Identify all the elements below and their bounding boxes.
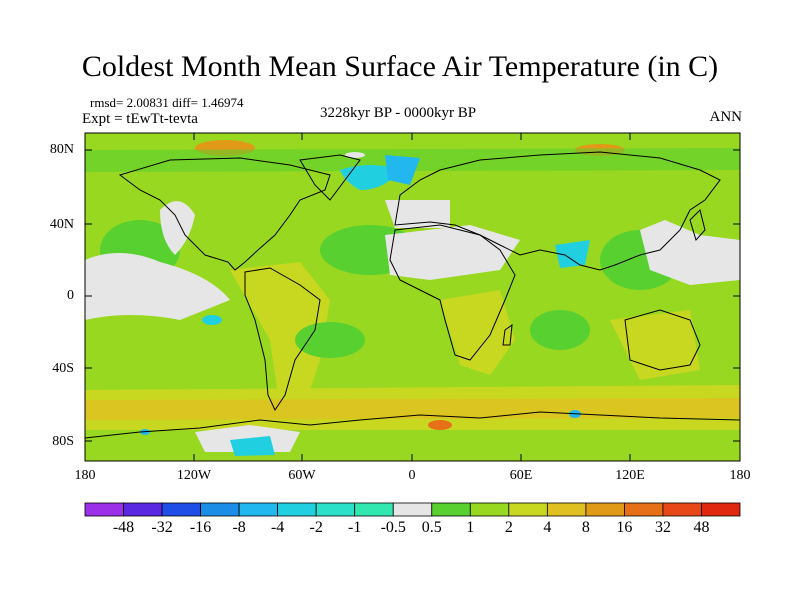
colorbar-label: 1 bbox=[466, 519, 475, 536]
colorbar-swatch bbox=[392, 502, 433, 517]
lat-label-40n: 40N bbox=[49, 217, 74, 232]
colorbar-swatch bbox=[546, 502, 587, 517]
colorbar-swatch bbox=[585, 502, 625, 517]
colorbar-label: 2 bbox=[504, 519, 513, 536]
experiment-text: Expt = tEwTt-tevta bbox=[82, 111, 198, 127]
colorbar-label: -16 bbox=[189, 519, 212, 536]
colorbar-swatch bbox=[277, 502, 317, 517]
season-text: ANN bbox=[709, 109, 743, 125]
colorbar-swatch bbox=[354, 502, 394, 517]
colorbar-swatch bbox=[431, 502, 471, 517]
lon-label-180e: 180 bbox=[729, 468, 751, 483]
colorbar-label: 16 bbox=[616, 519, 633, 536]
colorbar-label: 4 bbox=[543, 519, 552, 536]
colorbar-label: 32 bbox=[654, 519, 671, 536]
colorbar-swatch bbox=[84, 502, 124, 517]
map-title: Coldest Month Mean Surface Air Temperatu… bbox=[81, 50, 719, 83]
colorbar-swatch bbox=[662, 502, 702, 517]
lon-label-180w: 180 bbox=[74, 468, 96, 483]
period-text: 3228kyr BP - 0000kyr BP bbox=[320, 105, 477, 121]
colorbar-swatch bbox=[624, 502, 664, 517]
colorbar-swatch bbox=[701, 502, 741, 517]
coastlines bbox=[85, 151, 740, 439]
colorbar-swatch bbox=[161, 502, 201, 517]
lon-label-120e: 120E bbox=[615, 468, 645, 483]
lat-label-80s: 80S bbox=[52, 434, 74, 449]
colorbar-swatch bbox=[315, 502, 356, 517]
colorbar-swatch bbox=[200, 502, 240, 517]
colorbar-swatch bbox=[238, 502, 279, 517]
lon-label-120w: 120W bbox=[176, 468, 212, 483]
stats-text: rmsd= 2.00831 diff= 1.46974 bbox=[90, 95, 244, 110]
lat-label-40s: 40S bbox=[52, 361, 74, 376]
lon-label-0: 0 bbox=[408, 468, 416, 483]
colorbar-label: -48 bbox=[112, 519, 135, 536]
colorbar bbox=[84, 502, 741, 517]
colorbar-label: 8 bbox=[581, 519, 590, 536]
colorbar-label: -0.5 bbox=[380, 519, 406, 536]
colorbar-swatch bbox=[469, 502, 510, 517]
colorbar-swatch bbox=[508, 502, 548, 517]
colorbar-swatch bbox=[123, 502, 163, 517]
colorbar-label: -4 bbox=[270, 519, 285, 536]
colorbar-label: -8 bbox=[232, 519, 246, 536]
colorbar-label: -1 bbox=[348, 519, 362, 536]
colorbar-label: 0.5 bbox=[421, 519, 442, 536]
colorbar-label: 48 bbox=[693, 519, 710, 536]
map-frame bbox=[84, 132, 741, 462]
temperature-field bbox=[85, 133, 740, 461]
lon-label-60e: 60E bbox=[509, 468, 533, 483]
lat-label-eq: 0 bbox=[67, 288, 74, 303]
colorbar-label: -2 bbox=[309, 519, 323, 536]
colorbar-label: -32 bbox=[151, 519, 173, 536]
lon-label-60w: 60W bbox=[288, 468, 316, 483]
lat-label-80n: 80N bbox=[49, 142, 74, 157]
